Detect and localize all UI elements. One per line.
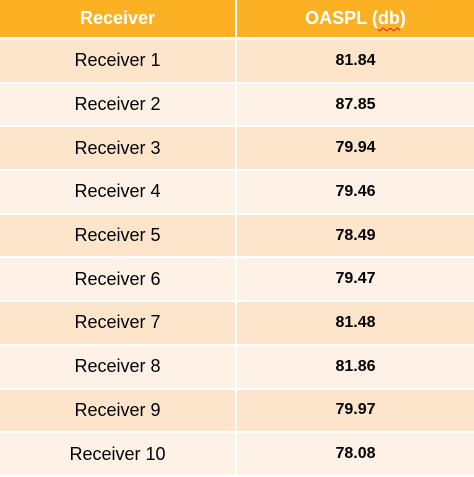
table-row-4-oaspl: 79.46 xyxy=(237,171,474,215)
table-row-2-receiver: Receiver 2 xyxy=(0,83,237,128)
receiver-name: Receiver 7 xyxy=(74,312,161,333)
oaspl-value: 79.47 xyxy=(335,270,376,288)
receiver-name: Receiver 3 xyxy=(74,137,161,158)
oaspl-value: 79.97 xyxy=(335,401,376,419)
table-row-7-receiver: Receiver 7 xyxy=(0,302,237,346)
header-receiver-label: Receiver xyxy=(79,8,156,28)
table-row-3-oaspl: 79.94 xyxy=(237,127,474,172)
table-row-10-oaspl: 78.08 xyxy=(237,433,474,477)
oaspl-value: 78.49 xyxy=(335,226,376,244)
oaspl-value: 87.85 xyxy=(335,95,376,113)
table-row-9-oaspl: 79.97 xyxy=(237,389,474,434)
table-row-1-receiver: Receiver 1 xyxy=(0,40,237,84)
oaspl-value: 81.48 xyxy=(335,313,376,331)
table-row-5-oaspl: 78.49 xyxy=(237,214,474,259)
header-oaspl-unit: db xyxy=(377,8,400,28)
oaspl-value: 81.86 xyxy=(335,357,376,375)
header-oaspl: OASPL (db) xyxy=(237,0,474,40)
receiver-name: Receiver 8 xyxy=(74,356,161,377)
header-receiver: Receiver xyxy=(0,0,237,40)
table-row-4-receiver: Receiver 4 xyxy=(0,171,237,215)
table-row-10-receiver: Receiver 10 xyxy=(0,433,237,477)
table-row-3-receiver: Receiver 3 xyxy=(0,127,237,172)
table-row-6-oaspl: 79.47 xyxy=(237,258,474,303)
receiver-name: Receiver 6 xyxy=(74,268,161,289)
header-oaspl-suffix: ) xyxy=(399,8,406,28)
oaspl-value: 79.94 xyxy=(335,139,376,157)
oaspl-value: 79.46 xyxy=(335,182,376,200)
receiver-name: Receiver 5 xyxy=(74,225,161,246)
receiver-name: Receiver 10 xyxy=(69,443,166,464)
table-row-8-receiver: Receiver 8 xyxy=(0,345,237,390)
table-row-2-oaspl: 87.85 xyxy=(237,83,474,128)
table-row-8-oaspl: 81.86 xyxy=(237,345,474,390)
table-row-6-receiver: Receiver 6 xyxy=(0,258,237,303)
oaspl-value: 81.84 xyxy=(335,51,376,69)
header-oaspl-prefix: OASPL ( xyxy=(305,8,378,28)
table-row-9-receiver: Receiver 9 xyxy=(0,389,237,434)
receiver-name: Receiver 1 xyxy=(74,50,161,71)
receiver-name: Receiver 2 xyxy=(74,94,161,115)
receiver-name: Receiver 9 xyxy=(74,399,161,420)
oaspl-value: 78.08 xyxy=(335,445,376,463)
table-row-5-receiver: Receiver 5 xyxy=(0,214,237,259)
table-row-1-oaspl: 81.84 xyxy=(237,40,474,84)
table-row-7-oaspl: 81.48 xyxy=(237,302,474,346)
receiver-name: Receiver 4 xyxy=(74,181,161,202)
